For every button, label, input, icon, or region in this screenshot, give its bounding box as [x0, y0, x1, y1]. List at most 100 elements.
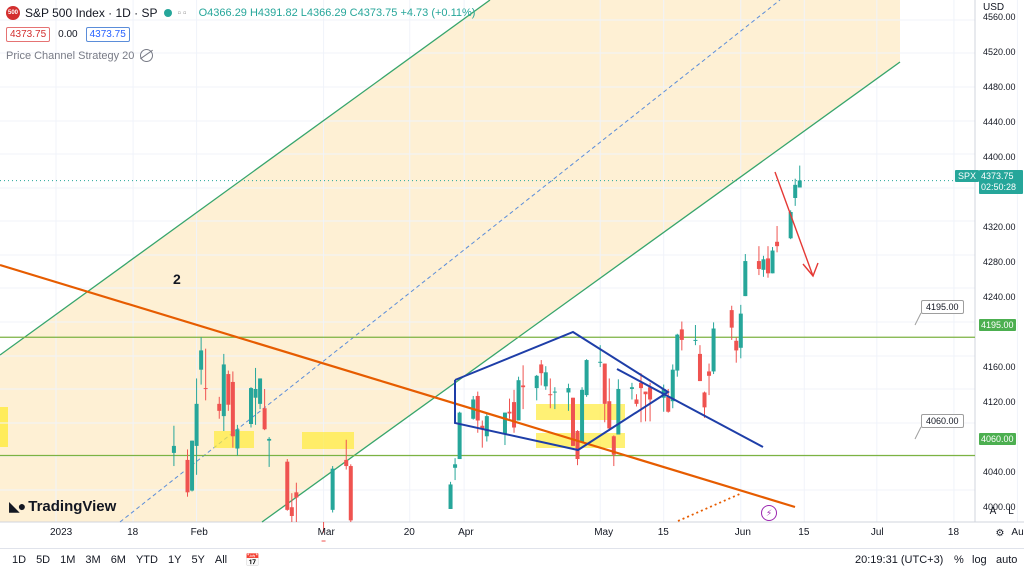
price-chart[interactable]	[0, 0, 1024, 548]
candle-body	[457, 412, 462, 460]
currency-label[interactable]: USD	[983, 2, 1005, 13]
callout-pointer-high	[914, 312, 922, 326]
auto-toggle[interactable]: auto	[996, 554, 1018, 566]
candle	[607, 378, 612, 432]
candle-body	[190, 440, 195, 491]
orange-projection-line	[677, 492, 743, 522]
candle-body	[738, 313, 743, 348]
candle	[575, 430, 580, 466]
callout-pointer-low	[914, 426, 922, 440]
candle-body	[552, 391, 557, 393]
candle	[258, 378, 263, 410]
candle-body	[666, 396, 671, 412]
axis-settings-gear-icon[interactable]: ⚙	[995, 528, 1005, 539]
candle	[775, 226, 780, 253]
percent-toggle[interactable]: %	[954, 554, 964, 566]
timeframe-button[interactable]: 5D	[36, 554, 51, 566]
tradingview-logo: ◣● TradingView	[9, 498, 116, 515]
candle	[217, 396, 222, 419]
time-axis-label: May	[594, 527, 614, 538]
candle	[330, 466, 335, 513]
candle-body	[598, 361, 603, 363]
go-to-date-calendar-icon[interactable]: 📅	[245, 553, 261, 567]
price-axis-label: 4280.00	[983, 256, 1016, 267]
timeframe-button[interactable]: 1M	[60, 554, 76, 566]
symbol-price-tag: SPX	[955, 170, 980, 182]
timeframe-button[interactable]: 3M	[85, 554, 101, 566]
hide-eye-icon[interactable]	[140, 49, 154, 62]
diamond-pattern	[454, 330, 670, 452]
clock-timezone[interactable]: 20:19:31 (UTC+3)	[855, 554, 944, 566]
candle-body	[711, 328, 716, 372]
timeframe-button[interactable]: 1D	[12, 554, 27, 566]
candle	[634, 394, 639, 407]
timeframe-button[interactable]: All	[214, 554, 228, 566]
projection-arrow	[774, 171, 814, 277]
channel-upper-line	[0, 0, 491, 356]
candle-body	[235, 429, 240, 449]
candle	[729, 305, 734, 340]
candle-body	[765, 258, 770, 274]
candle	[253, 367, 258, 425]
candle-body	[707, 371, 712, 376]
candle-body	[534, 375, 539, 389]
price-axis-label: 4040.00	[983, 467, 1016, 478]
candle-body	[226, 374, 231, 405]
price-axis-label: 4000.00	[983, 502, 1016, 513]
strategy-label[interactable]: Price Channel Strategy 20	[6, 49, 135, 62]
candle	[761, 255, 766, 277]
price-axis-label: 4560.00	[983, 11, 1016, 22]
channel-lower-line	[261, 61, 901, 523]
price-axis-label: 4120.00	[983, 396, 1016, 407]
timeframe-button[interactable]: 6M	[110, 554, 126, 566]
symbol-title[interactable]: S&P 500 Index · 1D · SP	[25, 6, 158, 20]
candle-body	[203, 388, 208, 390]
lock-scale-l-button[interactable]: L	[1008, 506, 1014, 517]
candle-body	[448, 484, 453, 509]
candle-body	[221, 364, 226, 417]
sell-price-box[interactable]: 4373.75	[6, 26, 51, 42]
legend-actions-icon[interactable]: ▫▫	[177, 7, 189, 19]
candle	[693, 325, 698, 346]
time-axis-label: 15	[657, 527, 669, 538]
auto-scale-a-button[interactable]: A	[989, 506, 997, 517]
candle-body	[761, 259, 766, 270]
current-price: 4373.75	[981, 171, 1014, 181]
buy-price-box[interactable]: 4373.75	[85, 26, 130, 42]
orange-trendline	[0, 263, 796, 509]
highlight-zone	[214, 431, 254, 448]
candle	[616, 379, 621, 435]
candle	[507, 398, 512, 419]
highlight-zone	[302, 432, 354, 449]
candle	[648, 382, 653, 422]
timeframe-button[interactable]: 5Y	[191, 554, 205, 566]
candle	[793, 178, 798, 206]
timeframe-button[interactable]: YTD	[135, 554, 158, 566]
candle-body	[348, 466, 353, 521]
candle	[199, 337, 204, 385]
candle	[267, 437, 272, 467]
event-bolt-icon[interactable]: ⚡	[761, 505, 777, 521]
level-high-callout[interactable]: 4195.00	[921, 300, 964, 314]
bar-countdown: 02:50:28	[981, 182, 1017, 192]
wave-label[interactable]: 2	[173, 271, 181, 287]
price-axis-label: 4160.00	[983, 361, 1016, 372]
candle	[285, 459, 290, 511]
candle-body	[289, 507, 294, 516]
log-toggle[interactable]: log	[972, 554, 987, 566]
level-low-callout[interactable]: 4060.00	[921, 414, 964, 428]
candle	[539, 360, 544, 386]
market-status-icon	[163, 9, 172, 17]
candle-body	[629, 387, 634, 389]
candle-body	[797, 180, 802, 188]
chart-legend: 500 S&P 500 Index · 1D · SP ▫▫ O4366.29 …	[6, 5, 475, 62]
candle-body	[634, 399, 639, 404]
time-axis-label: Jul	[870, 527, 884, 538]
candle-body	[734, 340, 739, 351]
timeframe-button[interactable]: 1Y	[167, 554, 182, 566]
candle-body	[475, 395, 480, 421]
candle	[670, 364, 675, 409]
time-axis-label: Mar	[317, 527, 335, 538]
candle-body	[670, 369, 675, 402]
candle-body	[453, 464, 458, 468]
